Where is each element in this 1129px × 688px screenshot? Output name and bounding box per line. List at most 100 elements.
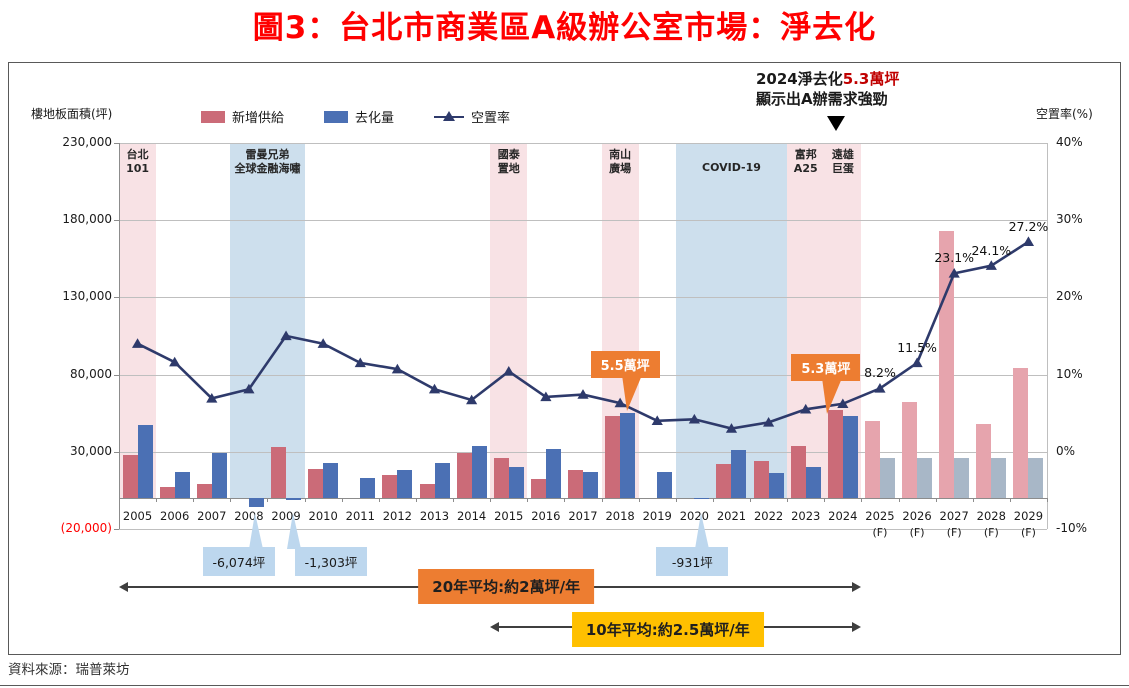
x-axis-tick-mark [490,498,492,502]
bar-new-supply-2005 [122,454,138,498]
x-axis-year-label: 2018 [605,509,635,523]
x-axis-tick-mark [675,498,677,502]
callout-pointer-icon [286,513,301,549]
x-axis-year-label: 2019 [642,509,672,523]
vacancy-marker-2013 [428,383,441,394]
y-axis-tick-mark [114,528,119,530]
plot-area: 台北 101 雷曼兄弟 全球金融海嘯 國泰 置地 南山 廣場 COVID-19 富邦 A25 遠雄 巨蛋… [61,135,1087,647]
right-axis-tick-label: 10% [1056,366,1083,381]
bar-absorption-2025 [879,457,895,498]
x-axis-year-label: 2010 [308,509,338,523]
vacancy-marker-2025 [874,383,886,393]
x-axis-year-label: 2021 [716,509,747,523]
bar-new-supply-2009 [271,447,287,498]
gridline [119,374,1047,376]
chart-frame: 樓地板面積(坪) 空置率(%) 新增供給 去化量 空置率 2024淨去化5.3萬… [8,62,1121,655]
bar-new-supply-2023 [790,445,806,498]
annotation-text-line2: 顯示出A辦需求強勁 [756,90,888,109]
arrow-right-icon [852,622,862,632]
x-axis-tick-mark [527,498,529,502]
bar-new-supply-2007 [196,484,212,498]
gridline [119,220,1047,222]
x-axis-year-label: 2029 [1013,509,1044,523]
x-axis-year-label: 2015 [494,509,524,523]
x-axis-forecast-label: (F) [872,526,888,539]
x-axis-year-label: 2027 [939,509,969,523]
x-axis-year-label: 2007 [197,509,227,523]
bar-new-supply-2029 [1013,368,1029,498]
gridline [119,143,1047,144]
x-axis-tick-mark [972,498,974,502]
chart-title: 圖3：台北市商業區A級辦公室市場：淨去化 [252,10,877,46]
x-axis-year-label: 2024 [828,509,858,523]
x-axis-year-label: 2012 [382,509,413,523]
bar-new-supply-2013 [419,484,435,498]
bar-absorption-2015 [508,467,524,498]
annotation-2024: 2024淨去化5.3萬坪 顯示出A辦需求強勁 [756,69,966,110]
gridline [119,297,1047,299]
callout-2009: -1,303坪 [295,547,368,576]
legend-label: 去化量 [355,111,395,126]
event-band [230,143,305,498]
y-axis-tick-label: 130,000 [62,289,112,304]
x-axis-year-label: 2013 [419,509,450,523]
event-band [675,143,788,498]
x-axis-year-label: 2016 [531,509,561,523]
event-band-label: 雷曼兄弟 全球金融海嘯 [234,148,301,176]
x-axis-year-label: 2023 [791,509,821,523]
y-axis-tick-mark [114,451,119,453]
bar-new-supply-2022 [753,460,769,498]
y-axis-tick-mark [114,143,119,144]
right-axis-tick-label: 20% [1056,289,1083,304]
event-band [490,143,528,498]
zero-axis-line [119,498,1047,499]
callout-2008: -6,074坪 [202,547,275,576]
average-label: 20年平均:約2萬坪/年 [418,569,595,604]
vacancy-line-swatch-icon [434,110,465,123]
event-band-label: COVID-19 [701,161,761,174]
event-band-label: 富邦 A25 [793,148,818,176]
left-axis-line [119,143,120,529]
vacancy-marker-2016 [540,391,552,402]
vacancy-marker-2006 [169,356,181,367]
vacancy-marker-2027 [948,268,960,278]
vacancy-marker-2014 [466,394,478,405]
bar-new-supply-2010 [308,468,324,498]
x-axis-tick-mark [1047,498,1048,502]
x-axis-tick-mark [415,498,417,502]
average-label: 10年平均:約2.5萬坪/年 [571,612,764,647]
y-axis-tick-mark [114,297,119,299]
vacancy-marker-2010 [317,338,329,348]
callout-pointer-icon [694,513,709,549]
x-axis-tick-mark [898,498,900,502]
x-axis-tick-mark [230,498,232,502]
vacancy-marker-2007 [206,393,218,403]
x-axis-year-label: 2026 [902,509,932,523]
x-axis-year-label: 2005 [122,509,153,523]
x-axis-year-label: 2006 [160,509,190,523]
bar-new-supply-2024 [827,410,843,498]
vacancy-marker-2026 [911,357,923,368]
x-axis-tick-mark [1009,498,1011,502]
arrow-right-icon [852,582,862,592]
legend-item-new-supply: 新增供給 [201,107,284,126]
x-axis-forecast-label: (F) [983,526,999,539]
new-supply-swatch-icon [201,110,225,123]
x-axis-tick-mark [119,498,120,502]
x-axis-tick-mark [156,498,158,502]
bar-absorption-2010 [323,462,339,498]
x-axis-tick-mark [712,498,714,502]
y-axis-tick-label: 30,000 [70,443,112,458]
y-axis-tick-label: 80,000 [70,366,112,381]
legend-item-vacancy: 空置率 [434,107,510,126]
x-axis-tick-mark [638,498,640,502]
bar-new-supply-2028 [976,423,992,498]
vacancy-marker-2022 [763,416,775,427]
vacancy-marker-2008 [243,383,255,394]
bar-absorption-2016 [545,448,561,498]
bar-new-supply-2006 [159,487,175,498]
vacancy-marker-2012 [391,363,403,374]
vacancy-marker-2020 [688,413,700,424]
x-axis-tick-mark [824,498,826,502]
y-axis-tick-mark [114,374,119,376]
